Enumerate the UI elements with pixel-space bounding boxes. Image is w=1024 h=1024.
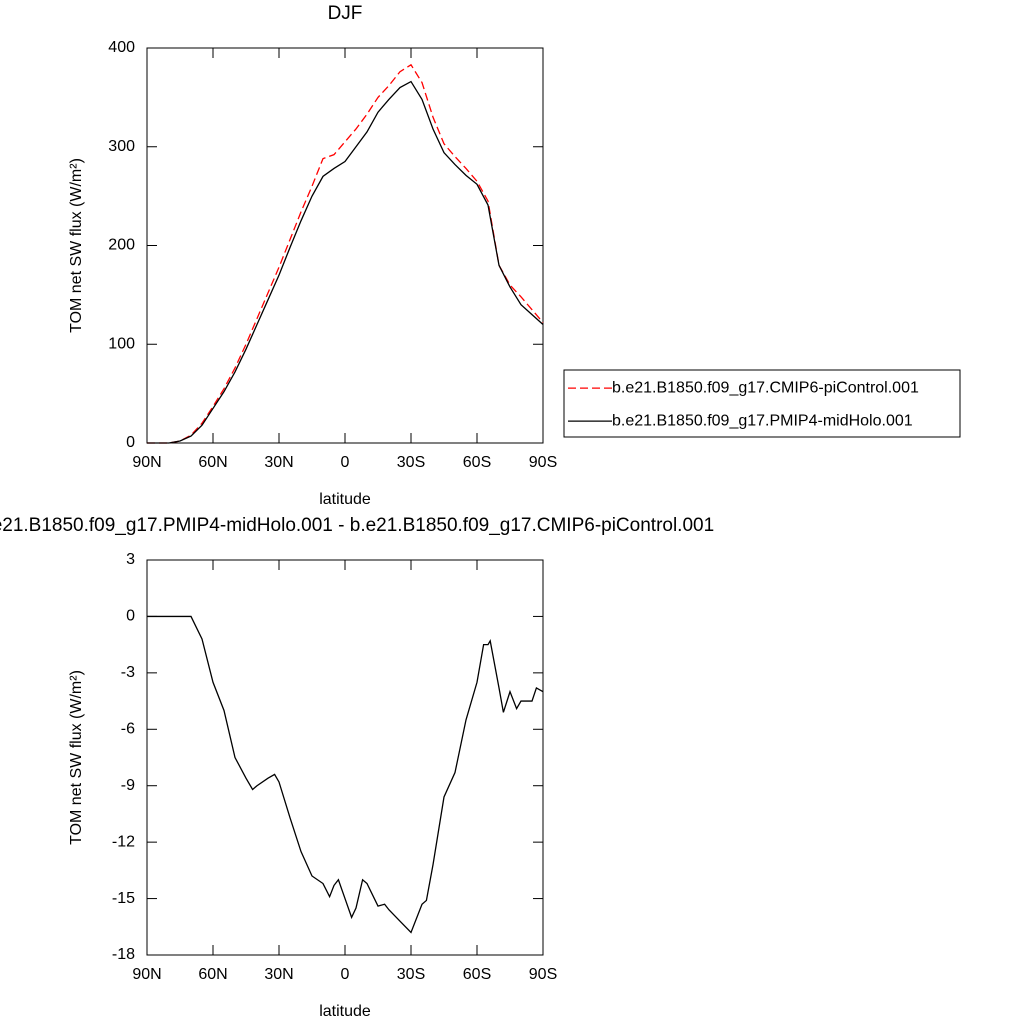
y-tick-label: 300 xyxy=(108,138,135,155)
plot-frame xyxy=(146,559,544,956)
x-tick-label: 90S xyxy=(529,454,557,471)
legend-box xyxy=(563,369,961,438)
legend-label: b.e21.B1850.f09_g17.CMIP6-piControl.001 xyxy=(612,379,919,396)
x-tick-label: 60S xyxy=(463,966,491,983)
x-tick-label: 60N xyxy=(198,966,227,983)
x-tick-label: 90N xyxy=(132,966,161,983)
x-tick-label: 30S xyxy=(397,966,425,983)
x-tick-label: 30S xyxy=(397,454,425,471)
x-tick-label: 30N xyxy=(264,454,293,471)
data-line xyxy=(147,615,544,934)
x-tick-label: 30N xyxy=(264,966,293,983)
x-tick-label: 90N xyxy=(132,454,161,471)
y-tick-label: 400 xyxy=(108,39,135,56)
y-tick-label: -15 xyxy=(112,890,135,907)
x-tick-label: 60N xyxy=(198,454,227,471)
x-tick-label: 0 xyxy=(341,454,350,471)
x-axis-label: latitude xyxy=(319,491,371,508)
x-tick-label: 0 xyxy=(341,966,350,983)
y-tick-label: 0 xyxy=(126,608,135,625)
y-axis-label: TOM net SW flux (W/m²) xyxy=(68,670,85,845)
x-tick-label: 60S xyxy=(463,454,491,471)
legend-label: b.e21.B1850.f09_g17.PMIP4-midHolo.001 xyxy=(612,412,913,429)
y-tick-label: 100 xyxy=(108,335,135,352)
y-tick-label: 3 xyxy=(126,551,135,568)
y-tick-label: -9 xyxy=(121,777,135,794)
y-tick-label: -12 xyxy=(112,833,135,850)
data-line xyxy=(147,63,544,444)
y-tick-label: 0 xyxy=(126,434,135,451)
x-axis-label: latitude xyxy=(319,1003,371,1020)
y-axis-label: TOM net SW flux (W/m²) xyxy=(68,158,85,333)
data-line xyxy=(147,80,544,444)
chart-title: DJF xyxy=(328,3,363,24)
y-tick-label: -3 xyxy=(121,664,135,681)
x-tick-label: 90S xyxy=(529,966,557,983)
y-tick-label: -18 xyxy=(112,946,135,963)
plot-frame xyxy=(146,47,544,444)
chart-title: b.e21.B1850.f09_g17.PMIP4-midHolo.001 - … xyxy=(0,515,714,536)
y-tick-label: -6 xyxy=(121,721,135,738)
y-tick-label: 200 xyxy=(108,237,135,254)
